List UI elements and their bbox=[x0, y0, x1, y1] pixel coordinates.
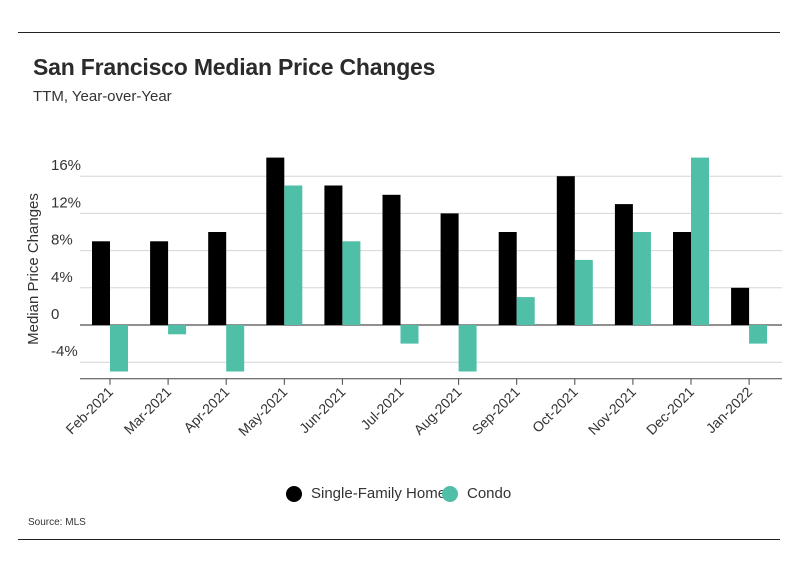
y-tick-label: 8% bbox=[51, 232, 73, 249]
x-tick-label: Mar-2021 bbox=[121, 383, 175, 437]
x-tick-labels: Feb-2021 Mar-2021 Apr-2021 May-2021 Jun-2021… bbox=[62, 378, 756, 439]
x-tick-label: Jan-2022 bbox=[703, 383, 756, 436]
bar-condo-apr-2021 bbox=[226, 325, 245, 372]
y-tick-label: -4% bbox=[51, 343, 78, 360]
bar-single-family-home-may-2021 bbox=[266, 157, 285, 325]
x-tick-label: Aug-2021 bbox=[410, 383, 464, 437]
source-note: Source: MLS bbox=[28, 517, 86, 528]
bar-single-family-home-jul-2021 bbox=[382, 194, 401, 325]
bar-condo-may-2021 bbox=[284, 185, 303, 325]
legend-swatch-single-family-home bbox=[286, 485, 302, 502]
x-tick-label: Apr-2021 bbox=[180, 383, 232, 435]
legend-label-condo: Condo bbox=[467, 485, 512, 502]
x-tick-label: Dec-2021 bbox=[643, 383, 697, 437]
bar-condo-feb-2021 bbox=[110, 325, 128, 372]
bar-single-family-home-mar-2021 bbox=[150, 241, 169, 325]
bar-condo-jun-2021 bbox=[342, 241, 361, 325]
bar-single-family-home-feb-2021 bbox=[92, 241, 110, 325]
y-axis-label: Median Price Changes bbox=[25, 193, 42, 345]
chart-subtitle: TTM, Year-over-Year bbox=[33, 88, 172, 105]
bar-condo-sep-2021 bbox=[516, 297, 535, 325]
bars bbox=[92, 157, 768, 372]
y-tick-label: 16% bbox=[51, 157, 81, 174]
bar-condo-jan-2022 bbox=[749, 325, 768, 344]
bar-condo-dec-2021 bbox=[691, 157, 709, 325]
bar-single-family-home-aug-2021 bbox=[440, 213, 459, 325]
bar-single-family-home-sep-2021 bbox=[498, 232, 517, 325]
bar-single-family-home-dec-2021 bbox=[673, 232, 691, 325]
bar-single-family-home-jun-2021 bbox=[324, 185, 343, 325]
legend-swatch-condo bbox=[442, 485, 458, 502]
x-tick-label: Jun-2021 bbox=[296, 383, 349, 436]
legend-item-single-family-home: Single-Family Home bbox=[286, 485, 446, 502]
y-tick-label: 0 bbox=[51, 306, 59, 323]
bar-condo-nov-2021 bbox=[632, 232, 651, 325]
x-tick-label: Feb-2021 bbox=[62, 383, 116, 437]
bar-condo-aug-2021 bbox=[458, 325, 477, 372]
gridlines bbox=[80, 175, 782, 380]
bar-single-family-home-apr-2021 bbox=[208, 232, 227, 325]
bar-single-family-home-jan-2022 bbox=[731, 287, 750, 325]
bar-condo-oct-2021 bbox=[574, 259, 593, 325]
legend-label-single-family-home: Single-Family Home bbox=[311, 485, 447, 502]
y-tick-label: 12% bbox=[51, 194, 81, 211]
bar-single-family-home-nov-2021 bbox=[614, 204, 633, 325]
top-rule bbox=[18, 32, 780, 33]
x-tick-label: Oct-2021 bbox=[529, 383, 581, 435]
y-tick-labels: -4% 0 4% 8% 12% 16% bbox=[51, 157, 81, 360]
x-tick-label: May-2021 bbox=[235, 383, 290, 438]
chart-area: -4%04%8%12%16% Feb-2021 Mar-2021 Apr-2021 M… bbox=[25, 157, 782, 439]
x-tick-label: Nov-2021 bbox=[585, 383, 639, 437]
bar-single-family-home-oct-2021 bbox=[556, 176, 575, 325]
legend-item-condo: Condo bbox=[442, 485, 511, 502]
x-tick-label: Sep-2021 bbox=[469, 383, 523, 437]
bottom-rule bbox=[18, 539, 780, 540]
chart-title: San Francisco Median Price Changes bbox=[33, 54, 436, 80]
x-tick-label: Jul-2021 bbox=[357, 383, 406, 432]
bar-condo-jul-2021 bbox=[400, 325, 419, 344]
bar-condo-mar-2021 bbox=[168, 325, 187, 335]
y-tick-label: 4% bbox=[51, 269, 73, 286]
